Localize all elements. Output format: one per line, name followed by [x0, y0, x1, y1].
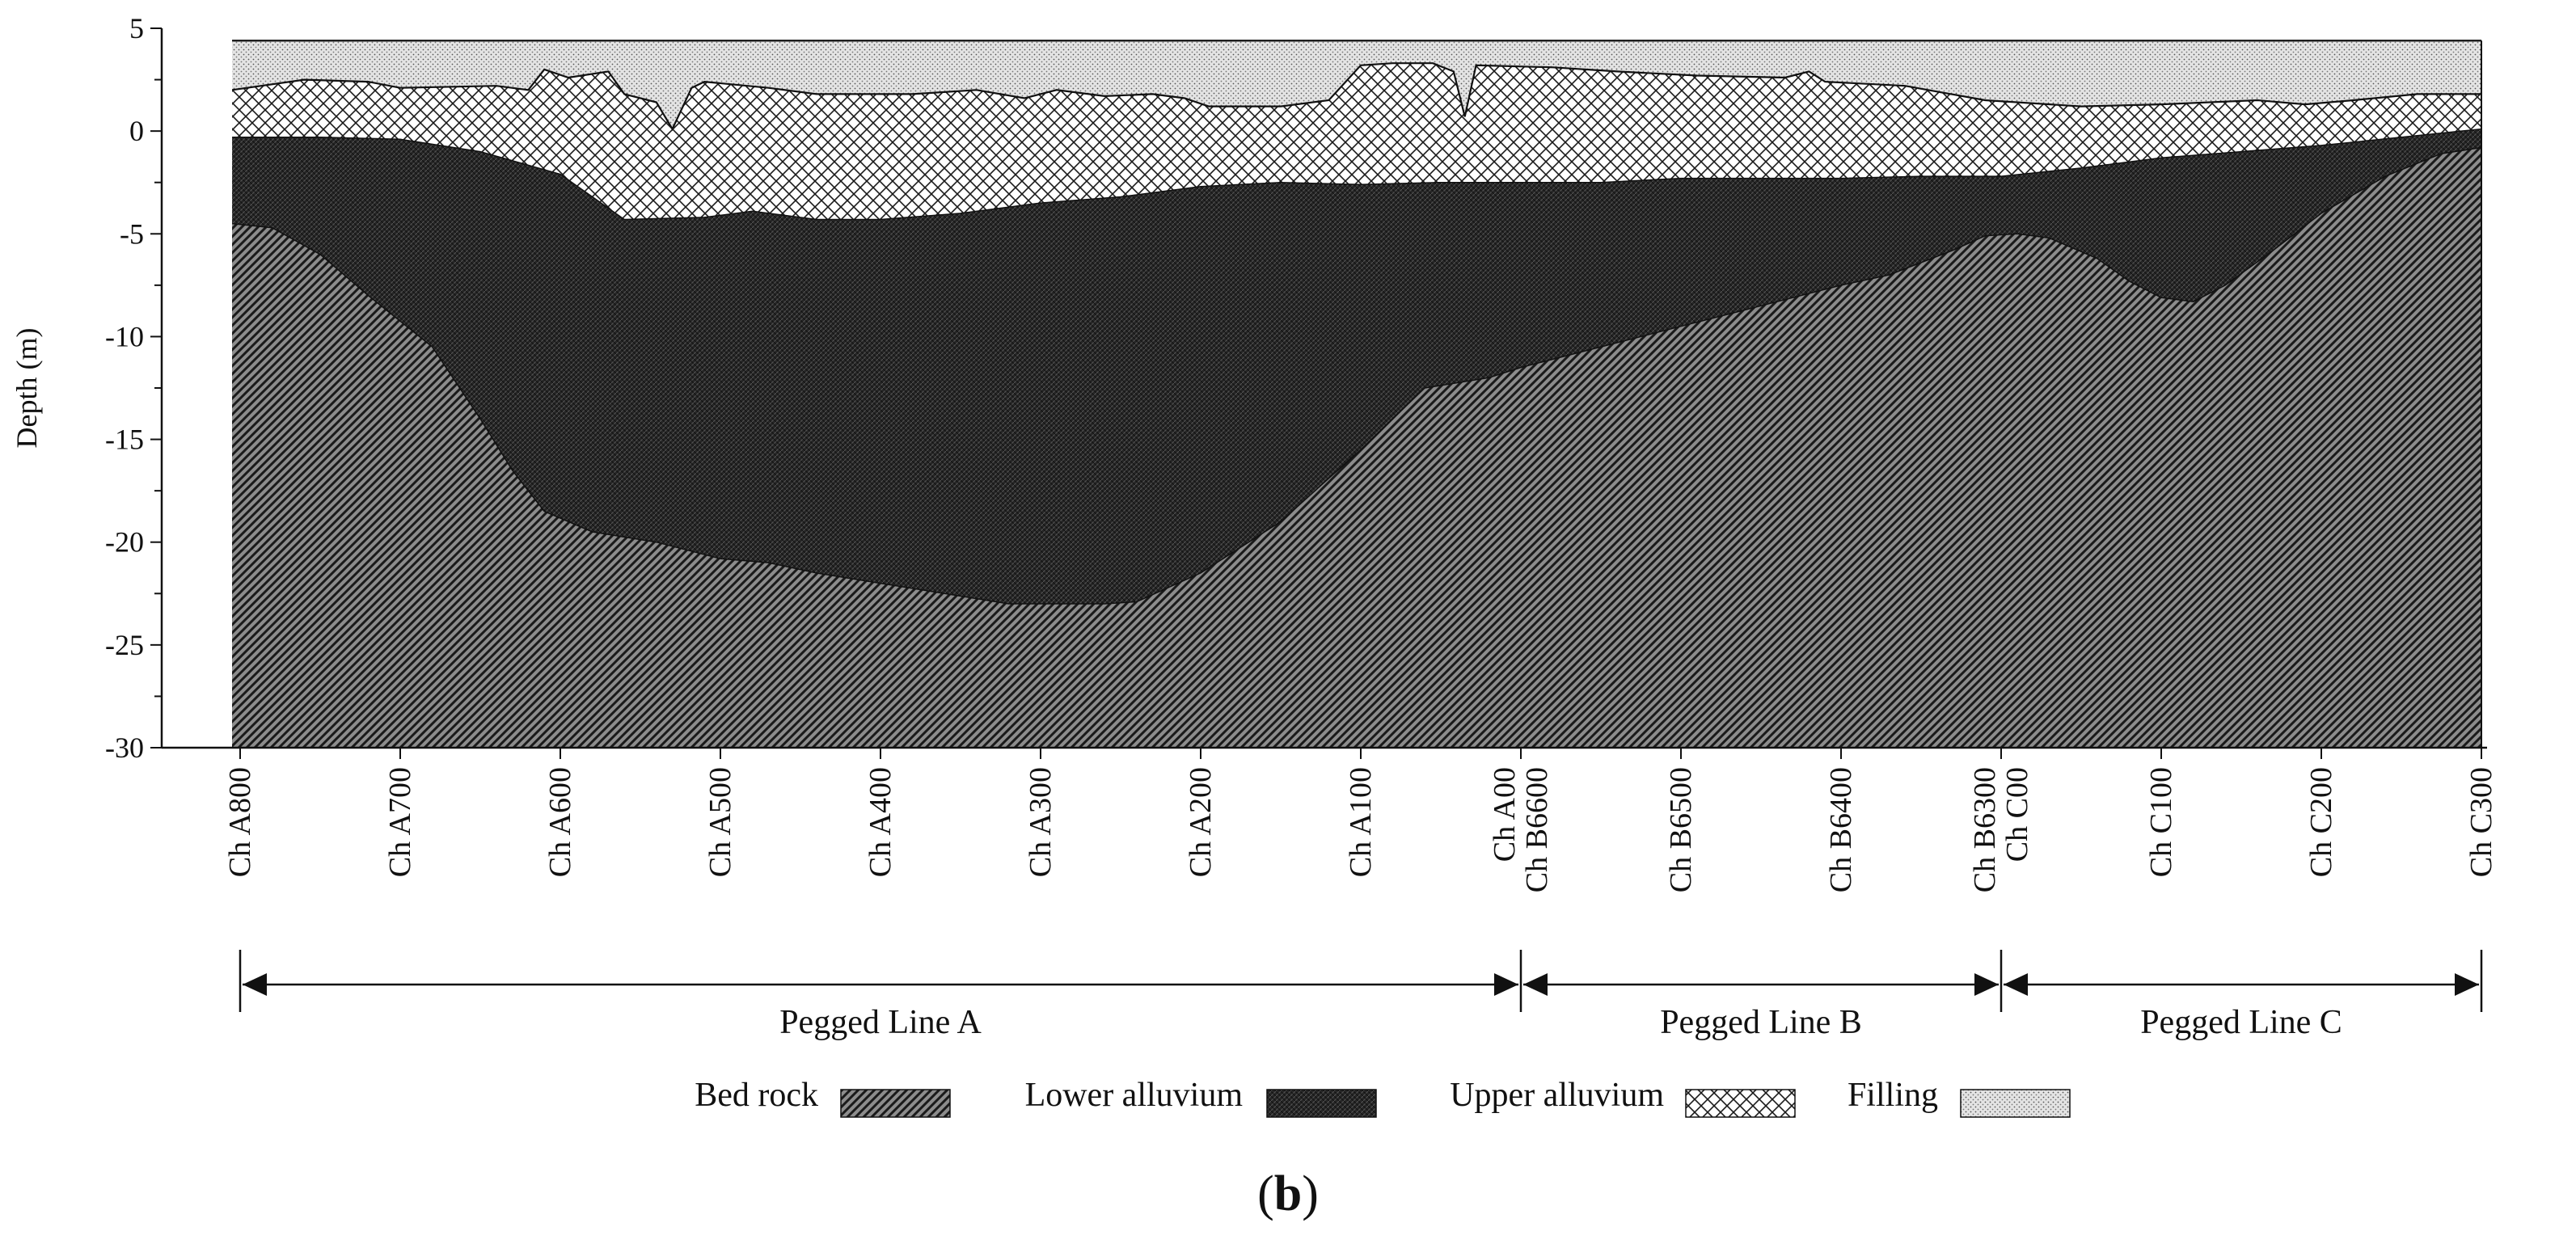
x-tick-label: Ch B6400	[1824, 767, 1858, 892]
x-tick-label: Ch C200	[2304, 767, 2338, 877]
layers-group	[231, 40, 2482, 749]
x-tick-label: Ch A100	[1344, 767, 1378, 877]
x-tick-label: Ch B6300	[1968, 767, 2002, 892]
x-tick-label: Ch B6600	[1520, 767, 1554, 892]
y-tick-label: -20	[105, 526, 144, 559]
legend: Bed rock Lower alluvium Upper alluvium Fill…	[695, 1077, 2071, 1118]
x-axis: Ch A800 Ch A700 Ch A600 Ch A500 Ch A400 Ch A3…	[162, 746, 2498, 892]
section-arrowhead-left	[1523, 973, 1548, 996]
x-tick-label: Ch A400	[864, 767, 897, 877]
section-arrowhead-right	[1974, 973, 1999, 996]
legend-label: Filling	[1848, 1077, 1938, 1114]
y-tick-label: 5	[129, 12, 144, 44]
y-axis-label: Depth (m)	[11, 328, 43, 449]
boundary-line-top-of-bed-rock	[232, 146, 2482, 605]
x-tick-label: Ch C00	[2000, 767, 2034, 862]
y-tick-label: -25	[105, 629, 144, 661]
legend-label: Lower alluvium	[1025, 1077, 1244, 1114]
x-tick-label: Ch A800	[223, 767, 257, 877]
section-label: Pegged Line B	[1660, 1004, 1862, 1041]
x-tick-label: Ch C300	[2464, 767, 2498, 877]
y-tick-label: -5	[120, 217, 144, 250]
x-tick-label: Ch A00	[1488, 767, 1522, 862]
x-tick-label: Ch A300	[1024, 767, 1058, 877]
y-tick-label: 0	[129, 115, 144, 147]
x-tick-label: Ch A500	[703, 767, 737, 877]
legend-label: Bed rock	[695, 1077, 818, 1114]
section-arrowhead-right	[1494, 973, 1518, 996]
boundary-line-top-of-upper-alluvium	[231, 62, 2481, 131]
x-tick-label: Ch A200	[1184, 767, 1218, 877]
section-arrowhead-left	[2004, 973, 2028, 996]
figure-caption: (b)	[1257, 1166, 1319, 1221]
boundary-line-top-of-lower-alluvium	[232, 128, 2482, 221]
legend-swatch	[1266, 1089, 1377, 1118]
layer-bed-rock	[232, 147, 2481, 748]
y-tick-label: -10	[105, 320, 144, 352]
section-arrowhead-right	[2455, 973, 2479, 996]
x-tick-label: Ch C100	[2144, 767, 2178, 877]
figure-caption-letter: b	[1274, 1166, 1302, 1221]
x-tick-label: Ch B6500	[1664, 767, 1698, 892]
pegged-line-arrows: Pegged Line A Pegged Line B Pegged Line C	[239, 950, 2483, 1041]
section-label: Pegged Line C	[2140, 1004, 2342, 1041]
legend-label: Upper alluvium	[1450, 1077, 1664, 1114]
legend-swatch	[1960, 1089, 2071, 1118]
x-tick-label: Ch A700	[383, 767, 417, 877]
x-tick-label: Ch A600	[543, 767, 577, 877]
y-tick-label: -15	[105, 424, 144, 456]
legend-swatch	[1685, 1089, 1796, 1118]
legend-swatch	[840, 1089, 951, 1118]
y-axis: 5 0 -5 -10 -15 -20 -25 -30	[105, 12, 163, 764]
y-tick-label: -30	[105, 732, 144, 764]
section-arrowhead-left	[243, 973, 267, 996]
section-label: Pegged Line A	[779, 1004, 982, 1041]
